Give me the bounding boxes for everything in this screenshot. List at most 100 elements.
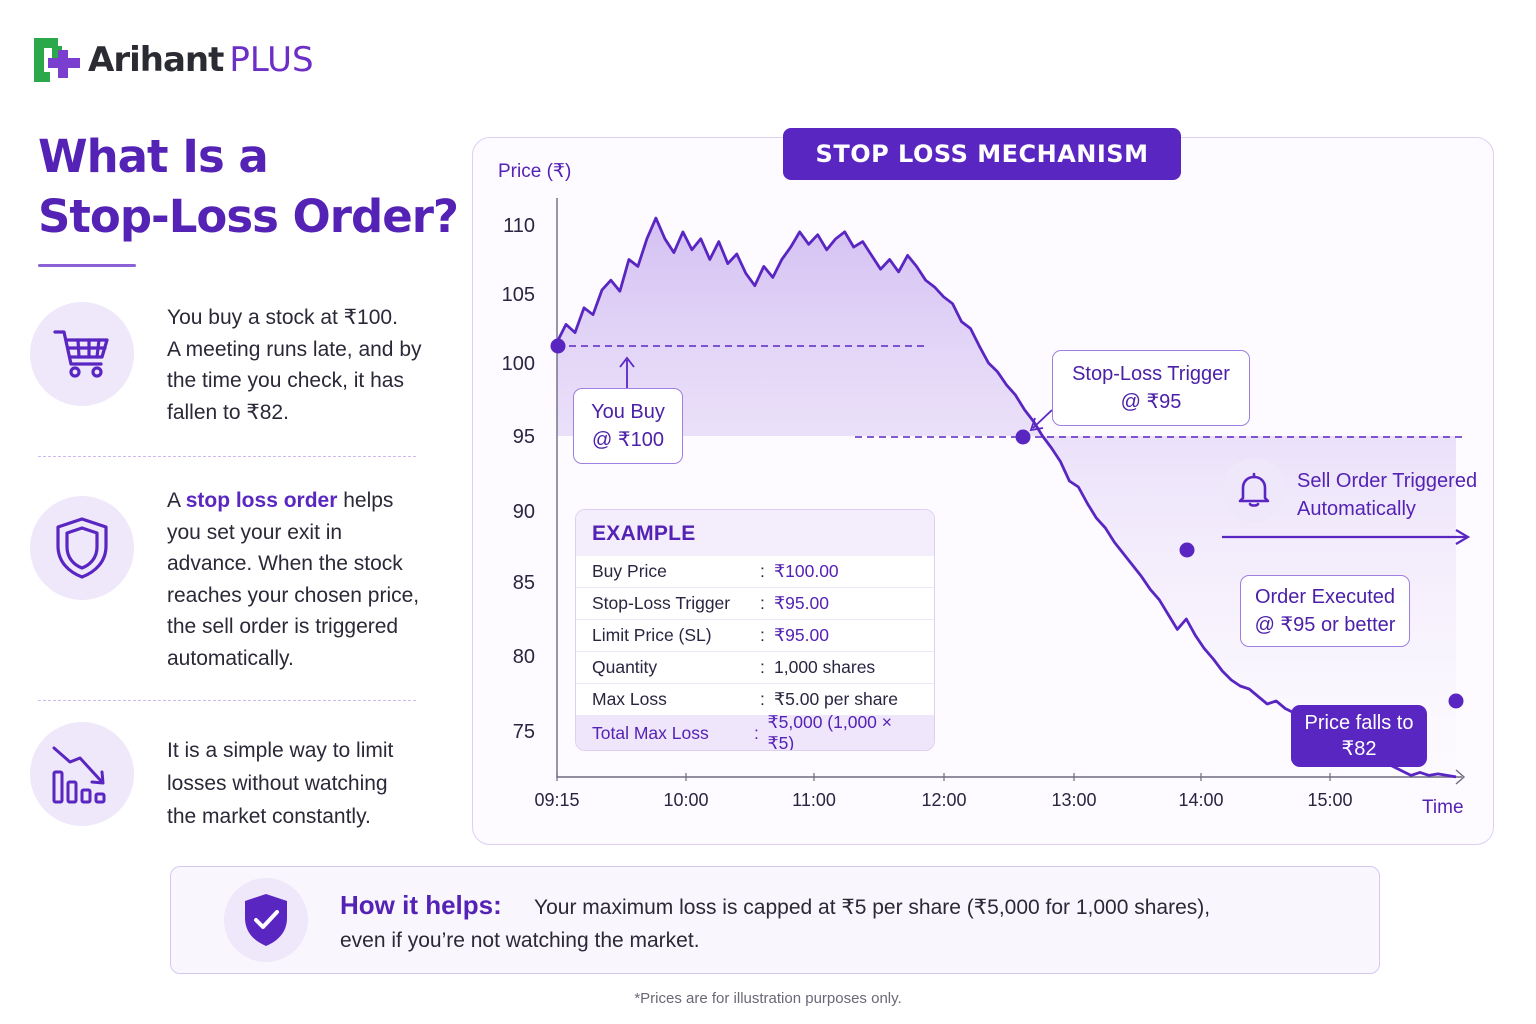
x-tick-label: 10:00 xyxy=(663,790,708,810)
x-tick-label: 11:00 xyxy=(792,790,836,810)
row-value: ₹95.00 xyxy=(774,593,829,613)
point-2-pre: A xyxy=(167,489,186,512)
example-table: EXAMPLE Buy Price: ₹100.00 Stop-Loss Trig… xyxy=(575,509,935,751)
executed-line: @ ₹95 or better xyxy=(1254,614,1396,636)
point-2-line-1: A stop loss order helps xyxy=(167,485,437,517)
brand-plus: PLUS xyxy=(229,40,314,80)
bell-icon xyxy=(1222,458,1286,522)
row-value: 1,000 shares xyxy=(774,657,876,677)
row-label: Quantity xyxy=(592,657,658,677)
falling-bars-icon xyxy=(30,722,134,826)
banner-text-2: even if you’re not watching the market. xyxy=(340,929,700,952)
point-2-line: you set your exit in xyxy=(167,520,343,544)
x-tick-label: 15:00 xyxy=(1307,790,1352,810)
point-2-line: advance. When the stock xyxy=(167,552,403,575)
divider xyxy=(38,456,416,457)
executed-callout: Order Executed @ ₹95 or better xyxy=(1240,575,1410,647)
buy-arrow-head xyxy=(619,356,635,368)
buy-callout-line: @ ₹100 xyxy=(592,429,664,451)
trigger-callout: Stop-Loss Trigger @ ₹95 xyxy=(1052,350,1250,426)
example-title: EXAMPLE xyxy=(576,510,934,556)
row-colon: : xyxy=(760,657,765,677)
point-3-text: It is a simple way to limit losses witho… xyxy=(167,734,437,833)
sell-line: Sell Order Triggered xyxy=(1297,470,1478,492)
shield-check-icon xyxy=(224,878,308,962)
footnote: *Prices are for illustration purposes on… xyxy=(634,990,902,1007)
point-1-text: You buy a stock at ₹100. A meeting runs … xyxy=(167,302,437,428)
executed-line: Order Executed xyxy=(1254,586,1396,608)
y-tick-label: 90 xyxy=(513,501,535,523)
example-row: Buy Price: ₹100.00 xyxy=(576,556,934,588)
brand-arihant: Arihant xyxy=(88,40,224,80)
title-underline xyxy=(38,264,136,267)
example-row: Quantity:1,000 shares xyxy=(576,652,934,684)
y-tick-label: 105 xyxy=(502,284,535,306)
trigger-callout-line: Stop-Loss Trigger xyxy=(1072,363,1230,385)
chart-marker-buy xyxy=(550,338,566,354)
x-tick-label: 12:00 xyxy=(921,790,966,810)
row-label: Buy Price xyxy=(592,561,667,581)
fall-line: Price falls to xyxy=(1304,712,1414,734)
y-axis-label: Price (₹) xyxy=(498,161,572,182)
buy-callout: You Buy @ ₹100 xyxy=(573,388,683,464)
x-tick-label: 14:00 xyxy=(1178,790,1223,810)
point-2-post: helps xyxy=(337,489,394,512)
shield-icon xyxy=(30,496,134,600)
point-3-line: It is a simple way to limit xyxy=(167,739,394,762)
total-value: ₹5,000 (1,000 × ₹5) xyxy=(767,712,893,751)
row-colon: : xyxy=(760,561,765,581)
point-2-line: automatically. xyxy=(167,646,294,670)
y-tick-label: 75 xyxy=(513,721,535,743)
sell-triggered-text: Sell Order Triggered Automatically xyxy=(1297,467,1477,523)
x-axis-arrow xyxy=(1455,769,1466,785)
example-row: Max Loss: ₹5.00 per share xyxy=(576,684,934,716)
point-2-line: reaches your chosen price, xyxy=(167,583,420,607)
example-row: Limit Price (SL): ₹95.00 xyxy=(576,620,934,652)
y-tick-label: 110 xyxy=(503,215,535,237)
point-1-line: the time you check, it has xyxy=(167,369,404,392)
banner-text-1: Your maximum loss is capped at ₹5 per sh… xyxy=(534,896,1211,919)
row-colon: : xyxy=(760,625,765,645)
point-3-line: losses without watching xyxy=(167,772,388,795)
example-total-row: Total Max Loss: ₹5,000 (1,000 × ₹5) xyxy=(576,712,934,750)
buy-callout-line: You Buy xyxy=(591,401,665,423)
how-it-helps-banner xyxy=(170,866,1380,974)
row-value: ₹100.00 xyxy=(774,561,839,581)
point-2-line: the sell order is triggered xyxy=(167,615,399,638)
divider xyxy=(38,700,416,701)
y-tick-label: 100 xyxy=(502,353,535,375)
price-area-fill xyxy=(557,218,1456,777)
row-label: Max Loss xyxy=(592,689,667,709)
shopping-cart-icon xyxy=(30,302,134,406)
example-row: Stop-Loss Trigger: ₹95.00 xyxy=(576,588,934,620)
stop-loss-term: stop loss order xyxy=(185,489,338,512)
row-colon: : xyxy=(754,722,759,743)
row-label: Limit Price (SL) xyxy=(592,625,712,645)
trigger-callout-line: @ ₹95 xyxy=(1120,391,1182,413)
chart-title: STOP LOSS MECHANISM xyxy=(783,128,1181,180)
row-value: ₹95.00 xyxy=(774,625,829,645)
total-label: Total Max Loss xyxy=(592,722,709,743)
title-line-1: What Is a xyxy=(38,130,269,183)
x-axis-label: Time xyxy=(1422,797,1464,818)
page-title: What Is a Stop-Loss Order? xyxy=(38,127,459,247)
y-tick-label: 85 xyxy=(513,572,535,594)
price-falls-callout: Price falls to ₹82 xyxy=(1291,705,1427,767)
arihant-logo-mark xyxy=(34,38,80,82)
chart-marker-trigger xyxy=(1015,429,1031,445)
point-2-text: A stop loss order helps you set your exi… xyxy=(167,485,437,674)
row-colon: : xyxy=(760,593,765,613)
x-tick-label: 09:15 xyxy=(534,790,579,810)
y-tick-label: 80 xyxy=(513,646,535,668)
sell-line: Automatically xyxy=(1297,498,1416,520)
point-1-line: You buy a stock at ₹100. xyxy=(167,306,398,329)
row-colon: : xyxy=(760,689,765,709)
point-1-line: fallen to ₹82. xyxy=(167,400,289,424)
title-line-2: Stop-Loss Order? xyxy=(38,190,459,243)
point-3-line: the market constantly. xyxy=(167,805,371,828)
brand-name: Arihant PLUS xyxy=(88,40,314,80)
banner-title: How it helps: xyxy=(340,890,502,920)
y-tick-label: 95 xyxy=(513,426,535,448)
point-1-line: A meeting runs late, and by xyxy=(167,337,422,361)
fall-line: ₹82 xyxy=(1341,738,1377,760)
